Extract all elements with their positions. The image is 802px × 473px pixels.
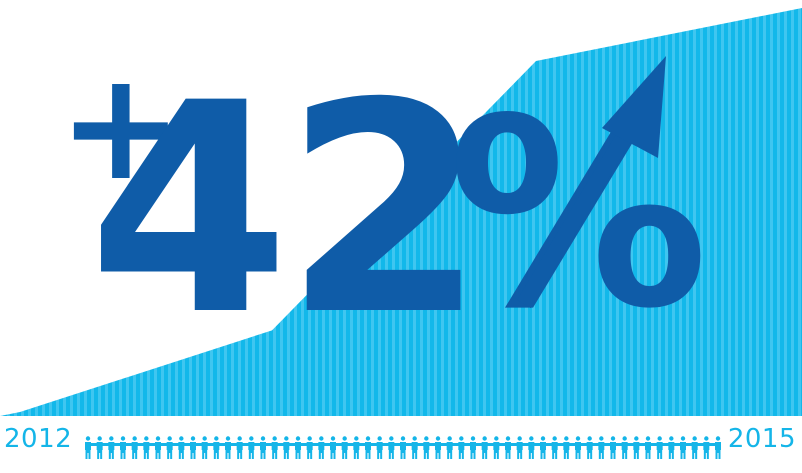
person-icon: [213, 436, 220, 459]
person-icon: [435, 436, 441, 459]
person-icon: [248, 436, 255, 459]
person-icon: [610, 436, 616, 459]
person-icon: [388, 436, 395, 459]
person-icon: [528, 436, 535, 459]
person-icon: [493, 436, 500, 459]
arrow-shaft: [517, 105, 647, 309]
person-icon: [225, 436, 231, 459]
person-icon: [143, 436, 150, 459]
person-icon: [586, 436, 593, 459]
person-icon: [295, 436, 301, 459]
person-icon: [201, 436, 208, 459]
person-icon: [703, 436, 710, 459]
person-icon: [236, 436, 243, 459]
person-icon: [563, 436, 570, 459]
person-icon: [575, 436, 581, 459]
person-icon: [516, 436, 523, 459]
person-icon: [715, 436, 721, 459]
person-icon: [341, 436, 348, 459]
person-icon: [598, 436, 605, 459]
person-icon: [155, 436, 161, 459]
person-icon: [470, 436, 476, 459]
person-icon: [458, 436, 465, 459]
person-icon: [131, 436, 138, 459]
person-icon: [400, 436, 406, 459]
person-icon: [691, 436, 698, 459]
arrow-head: [602, 56, 666, 158]
person-icon: [190, 436, 196, 459]
person-icon: [551, 436, 558, 459]
person-icon: [306, 436, 313, 459]
person-icon: [446, 436, 453, 459]
person-icon: [668, 436, 675, 459]
person-icon: [633, 436, 640, 459]
person-icon: [330, 436, 336, 459]
person-icon: [85, 436, 91, 459]
person-icon: [318, 436, 325, 459]
person-icon: [283, 436, 290, 459]
person-icon: [423, 436, 430, 459]
headline-layer: + 42 %: [58, 40, 709, 379]
person-icon: [166, 436, 173, 459]
headline-number: 42: [88, 42, 480, 379]
person-icon: [365, 436, 371, 459]
person-icon: [353, 436, 360, 459]
x-end-label: 2015: [727, 424, 796, 454]
headline-sign: +: [58, 40, 184, 214]
person-icon: [656, 436, 663, 459]
person-icon: [481, 436, 488, 459]
person-icon: [178, 436, 185, 459]
person-icon: [680, 436, 686, 459]
person-icon: [120, 436, 126, 459]
person-icon: [411, 436, 418, 459]
area-layer: [0, 8, 802, 416]
up-right-arrow-icon: [517, 56, 666, 309]
people-row: [85, 436, 721, 459]
person-icon: [621, 436, 628, 459]
person-icon: [376, 436, 383, 459]
person-icon: [645, 436, 651, 459]
person-icon: [96, 436, 103, 459]
person-icon: [540, 436, 546, 459]
person-icon: [260, 436, 266, 459]
x-start-label: 2012: [4, 424, 73, 454]
growth-area: [0, 8, 802, 416]
person-icon: [271, 436, 278, 459]
person-icon: [505, 436, 511, 459]
person-icon: [108, 436, 115, 459]
